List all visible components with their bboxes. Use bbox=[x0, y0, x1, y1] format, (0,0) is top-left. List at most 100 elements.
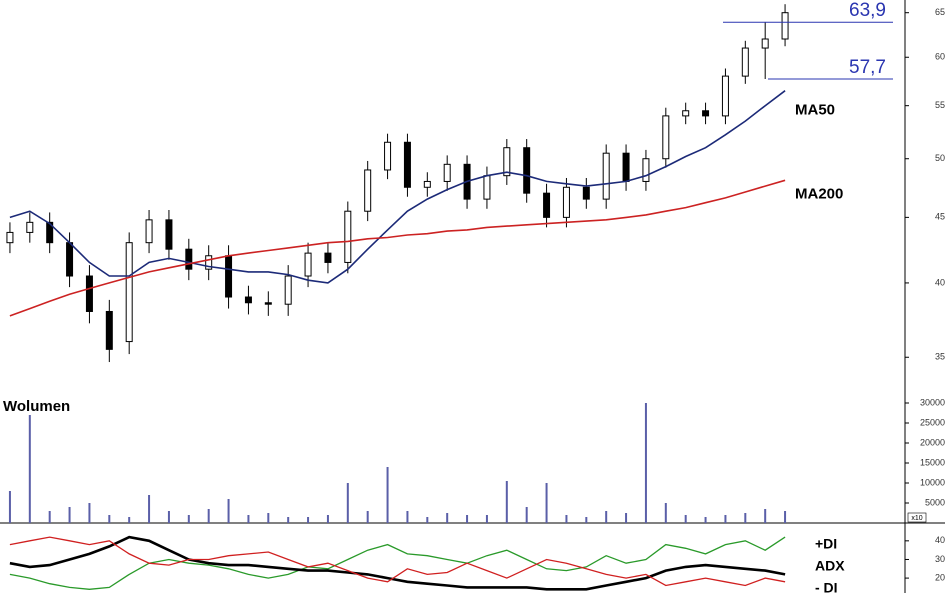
series-line bbox=[9, 90, 786, 284]
candle-body bbox=[602, 152, 610, 200]
volume-bar bbox=[267, 513, 270, 523]
y-tick-label: 65 bbox=[935, 7, 945, 17]
volume-bar bbox=[605, 511, 608, 523]
series-label: MA50 bbox=[795, 102, 835, 119]
y-tick-label: 25000 bbox=[920, 417, 945, 427]
y-tick-label: 45 bbox=[935, 212, 945, 222]
volume-bar bbox=[664, 503, 667, 523]
candle-body bbox=[543, 192, 551, 218]
y-tick-label: 35 bbox=[935, 352, 945, 362]
series-line bbox=[9, 179, 786, 317]
candle-body bbox=[384, 141, 392, 171]
volume-bar bbox=[346, 483, 349, 523]
multiplier-label: x10 bbox=[911, 515, 922, 522]
candle-body bbox=[781, 12, 789, 40]
volume-bar bbox=[505, 481, 508, 523]
legend-label: - DI bbox=[815, 580, 838, 593]
volume-bar bbox=[684, 515, 687, 523]
candle-body bbox=[741, 47, 749, 77]
level-label: 63,9 bbox=[849, 0, 886, 21]
candle-body bbox=[702, 110, 710, 117]
volume-bar bbox=[307, 517, 310, 523]
y-tick-label: 55 bbox=[935, 100, 945, 110]
series-line bbox=[9, 536, 786, 587]
panel-title: Wolumen bbox=[3, 398, 70, 415]
series-label: MA200 bbox=[795, 185, 843, 202]
candle-body bbox=[721, 75, 729, 117]
candle-body bbox=[523, 147, 531, 194]
candle-body bbox=[46, 221, 54, 244]
y-tick-label: 40 bbox=[935, 277, 945, 287]
volume-bar bbox=[485, 515, 488, 523]
volume-bar bbox=[167, 511, 170, 523]
volume-bar bbox=[744, 513, 747, 523]
candle-body bbox=[324, 252, 332, 263]
volume-bar bbox=[148, 495, 151, 523]
candle-body bbox=[145, 219, 153, 244]
candle-body bbox=[26, 221, 34, 233]
candle-body bbox=[562, 186, 570, 218]
candle-body bbox=[682, 110, 690, 117]
y-tick-label: 40 bbox=[935, 535, 945, 545]
volume-bar bbox=[466, 515, 469, 523]
candle-body bbox=[125, 242, 133, 343]
volume-bar bbox=[764, 509, 767, 523]
candle-body bbox=[304, 252, 312, 277]
volume-bar bbox=[784, 511, 787, 523]
volume-bar bbox=[287, 517, 290, 523]
volume-bar bbox=[187, 515, 190, 523]
volume-bar bbox=[247, 515, 250, 523]
multiplier-box bbox=[907, 512, 927, 523]
volume-bar bbox=[545, 483, 548, 523]
candle-body bbox=[185, 248, 193, 270]
candle-body bbox=[165, 219, 173, 250]
volume-bar bbox=[366, 511, 369, 523]
candle-body bbox=[622, 152, 630, 182]
volume-bar bbox=[227, 499, 230, 523]
volume-bar bbox=[406, 511, 409, 523]
volume-bar bbox=[8, 491, 11, 523]
volume-bar bbox=[704, 517, 707, 523]
volume-bar bbox=[88, 503, 91, 523]
series-line bbox=[9, 536, 786, 590]
candle-body bbox=[66, 242, 74, 277]
candle-body bbox=[443, 163, 451, 182]
candle-body bbox=[205, 255, 213, 270]
volume-bar bbox=[386, 467, 389, 523]
volume-bar bbox=[644, 403, 647, 523]
candle-body bbox=[85, 275, 93, 312]
volume-bar bbox=[68, 507, 71, 523]
candle-body bbox=[364, 169, 372, 212]
legend-label: ADX bbox=[815, 558, 845, 574]
volume-bar bbox=[108, 515, 111, 523]
y-tick-label: 30000 bbox=[920, 397, 945, 407]
candle-body bbox=[483, 175, 491, 200]
candle-body bbox=[761, 38, 769, 49]
volume-bar bbox=[625, 513, 628, 523]
y-tick-label: 15000 bbox=[920, 457, 945, 467]
candle-body bbox=[403, 141, 411, 188]
candle-body bbox=[503, 147, 511, 177]
volume-bar bbox=[207, 509, 210, 523]
volume-bar bbox=[565, 515, 568, 523]
candle-body bbox=[225, 255, 233, 298]
candle-body bbox=[662, 115, 670, 160]
volume-bar bbox=[28, 415, 31, 523]
volume-bar bbox=[525, 507, 528, 523]
volume-bar bbox=[724, 515, 727, 523]
candle-body bbox=[582, 186, 590, 200]
candle-body bbox=[105, 310, 113, 350]
volume-bar bbox=[585, 517, 588, 523]
series-line bbox=[9, 535, 786, 591]
volume-bar bbox=[446, 513, 449, 523]
candle-body bbox=[344, 210, 352, 263]
y-tick-label: 20 bbox=[935, 572, 945, 582]
y-tick-label: 10000 bbox=[920, 477, 945, 487]
y-tick-label: 20000 bbox=[920, 437, 945, 447]
candle-body bbox=[423, 180, 431, 188]
level-label: 57,7 bbox=[849, 57, 886, 78]
legend-label: +DI bbox=[815, 536, 837, 552]
candle-body bbox=[6, 231, 14, 244]
candle-body bbox=[244, 296, 252, 304]
